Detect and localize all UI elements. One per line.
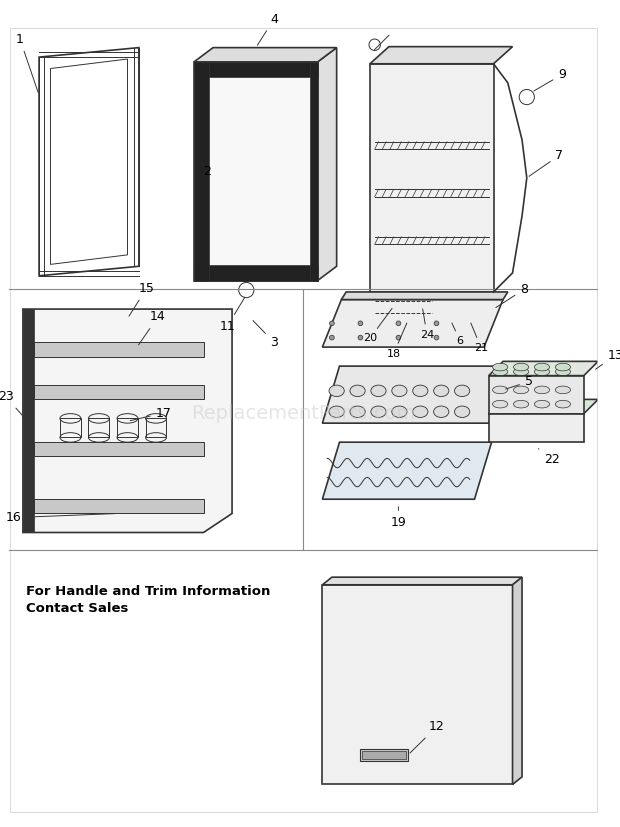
Polygon shape (489, 361, 598, 375)
Text: 23: 23 (0, 390, 26, 419)
Ellipse shape (392, 385, 407, 396)
Bar (34, 442, 203, 457)
Circle shape (396, 335, 401, 340)
Ellipse shape (492, 368, 508, 375)
Ellipse shape (556, 400, 570, 408)
Ellipse shape (556, 368, 570, 375)
Bar (146, 418, 166, 437)
Text: 22: 22 (538, 449, 560, 466)
Ellipse shape (413, 385, 428, 396)
Text: 2: 2 (203, 165, 211, 178)
Polygon shape (342, 292, 508, 299)
Ellipse shape (454, 406, 470, 418)
Text: 7: 7 (529, 149, 564, 176)
Bar (310, 62, 317, 280)
Ellipse shape (329, 385, 344, 396)
Bar (117, 418, 138, 437)
Polygon shape (322, 585, 513, 785)
Text: 19: 19 (391, 507, 406, 528)
Ellipse shape (413, 406, 428, 418)
Ellipse shape (350, 385, 365, 396)
Ellipse shape (492, 400, 508, 408)
Polygon shape (317, 48, 337, 280)
Polygon shape (322, 299, 503, 347)
Ellipse shape (513, 368, 529, 375)
Ellipse shape (513, 363, 529, 370)
Text: 9: 9 (534, 68, 566, 91)
Ellipse shape (534, 400, 549, 408)
Circle shape (358, 335, 363, 340)
Text: 12: 12 (410, 720, 445, 753)
Text: 16: 16 (6, 511, 115, 524)
Polygon shape (322, 442, 492, 500)
Text: 3: 3 (253, 321, 278, 349)
Ellipse shape (492, 363, 508, 370)
Ellipse shape (556, 386, 570, 394)
Circle shape (358, 321, 363, 326)
Ellipse shape (556, 363, 570, 370)
Text: 18: 18 (387, 323, 407, 359)
Bar (194, 62, 317, 77)
Polygon shape (370, 46, 513, 64)
Text: 14: 14 (139, 310, 166, 345)
Ellipse shape (371, 406, 386, 418)
Polygon shape (513, 577, 522, 785)
Ellipse shape (454, 385, 470, 396)
Polygon shape (322, 577, 522, 585)
Text: ReplacementParts.com: ReplacementParts.com (191, 404, 415, 423)
Text: 15: 15 (129, 282, 154, 316)
Bar (194, 62, 209, 280)
Ellipse shape (371, 385, 386, 396)
Bar (194, 265, 317, 280)
Polygon shape (322, 366, 506, 423)
Ellipse shape (492, 386, 508, 394)
Ellipse shape (513, 400, 529, 408)
Polygon shape (194, 48, 337, 62)
Text: 5: 5 (506, 375, 533, 389)
Polygon shape (23, 309, 232, 533)
Text: 17: 17 (130, 407, 172, 421)
Ellipse shape (433, 385, 449, 396)
Circle shape (329, 321, 334, 326)
Ellipse shape (534, 363, 549, 370)
Bar (89, 418, 109, 437)
Polygon shape (370, 64, 494, 292)
Circle shape (396, 321, 401, 326)
Text: 6: 6 (452, 323, 464, 347)
Text: 24: 24 (420, 309, 434, 340)
Text: 10: 10 (0, 826, 1, 827)
Circle shape (329, 335, 334, 340)
Text: 11: 11 (219, 297, 245, 332)
Bar (60, 418, 81, 437)
Text: 20: 20 (363, 308, 392, 343)
Text: 13: 13 (596, 348, 620, 369)
Polygon shape (489, 414, 584, 442)
Circle shape (434, 321, 439, 326)
Bar (34, 342, 203, 356)
Bar (360, 749, 408, 761)
Ellipse shape (392, 406, 407, 418)
Polygon shape (489, 375, 584, 414)
Ellipse shape (329, 406, 344, 418)
Text: 21: 21 (471, 323, 488, 353)
Ellipse shape (350, 406, 365, 418)
Bar (23, 309, 34, 533)
Ellipse shape (433, 406, 449, 418)
Bar (34, 385, 203, 399)
Ellipse shape (534, 386, 549, 394)
Ellipse shape (534, 368, 549, 375)
Ellipse shape (513, 386, 529, 394)
Bar (34, 500, 203, 514)
Polygon shape (194, 62, 317, 280)
Bar (362, 751, 406, 758)
Polygon shape (489, 399, 598, 414)
Text: 1: 1 (16, 33, 38, 93)
Text: For Handle and Trim Information
Contact Sales: For Handle and Trim Information Contact … (26, 585, 270, 614)
Circle shape (434, 335, 439, 340)
Text: 4: 4 (257, 12, 278, 45)
Text: 8: 8 (496, 283, 528, 308)
